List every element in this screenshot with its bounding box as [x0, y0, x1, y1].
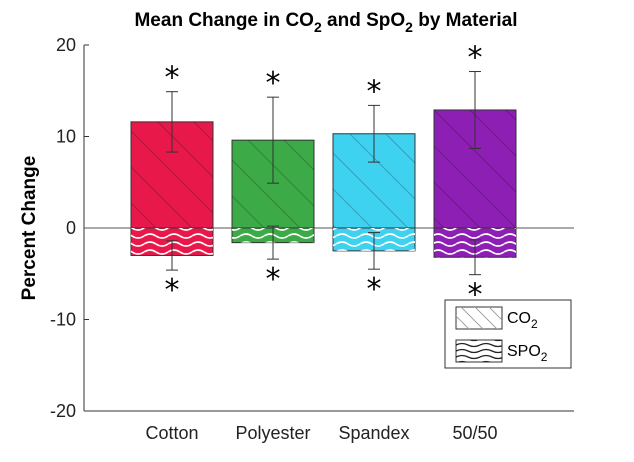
- legend: CO2 SPO2: [444, 299, 572, 369]
- chart-title: Mean Change in CO2 and SpO2 by Material: [134, 10, 517, 35]
- axes: -20 -10 0 10 20 Cotton Polyester Spandex 50/50: [50, 35, 574, 443]
- significance-star: *: [367, 74, 382, 109]
- y-axis-label: Percent Change: [19, 156, 40, 301]
- legend-label: SPO2: [507, 343, 548, 364]
- significance-star: *: [367, 272, 382, 307]
- bars-group: [130, 109, 517, 258]
- title-part: Mean Change in CO: [134, 10, 313, 31]
- y-tick-label: -20: [50, 401, 76, 421]
- title-part: 2: [314, 19, 322, 35]
- legend-swatch-pattern: [456, 340, 502, 362]
- x-tick-label: Spandex: [338, 423, 409, 443]
- y-tick-label: -10: [50, 310, 76, 330]
- significance-star: *: [266, 66, 281, 101]
- significance-star: *: [165, 273, 180, 308]
- error-bars-group: [166, 71, 481, 276]
- y-tick-label: 0: [66, 218, 76, 238]
- y-tick-label: 20: [56, 35, 76, 55]
- y-tick-label: 10: [56, 127, 76, 147]
- title-part: by Material: [413, 10, 518, 31]
- significance-star: *: [468, 41, 483, 76]
- x-tick-label: Cotton: [145, 423, 198, 443]
- title-part: and SpO: [322, 10, 405, 31]
- significance-star: *: [165, 61, 180, 96]
- x-tick-label: Polyester: [235, 423, 310, 443]
- significance-star: *: [266, 262, 281, 297]
- legend-swatch-pattern: [456, 307, 502, 329]
- title-part: 2: [405, 19, 413, 35]
- legend-label: CO2: [507, 310, 538, 331]
- x-tick-label: 50/50: [452, 423, 497, 443]
